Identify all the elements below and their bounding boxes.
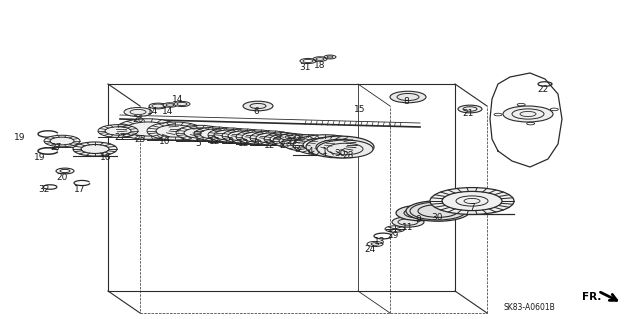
Ellipse shape bbox=[390, 91, 426, 103]
Ellipse shape bbox=[503, 106, 553, 122]
Text: 19: 19 bbox=[14, 132, 26, 142]
Text: 28: 28 bbox=[342, 152, 354, 160]
Text: 19: 19 bbox=[35, 152, 45, 161]
Ellipse shape bbox=[264, 133, 304, 145]
Ellipse shape bbox=[44, 135, 80, 147]
Text: 8: 8 bbox=[403, 98, 409, 107]
Ellipse shape bbox=[282, 135, 334, 151]
Text: 3: 3 bbox=[294, 145, 300, 153]
Ellipse shape bbox=[228, 131, 260, 141]
Text: 16: 16 bbox=[100, 152, 112, 161]
Text: 30: 30 bbox=[431, 212, 443, 221]
Ellipse shape bbox=[200, 129, 232, 139]
Ellipse shape bbox=[392, 217, 424, 227]
Ellipse shape bbox=[98, 125, 138, 137]
Text: 18: 18 bbox=[314, 61, 326, 70]
Ellipse shape bbox=[256, 133, 288, 143]
Text: 31: 31 bbox=[300, 63, 311, 71]
Text: FR.: FR. bbox=[582, 292, 602, 302]
Ellipse shape bbox=[73, 142, 117, 156]
Text: 23: 23 bbox=[286, 137, 298, 146]
Text: 12: 12 bbox=[209, 137, 221, 145]
Text: 20: 20 bbox=[56, 173, 68, 182]
Text: 12: 12 bbox=[238, 138, 250, 147]
Text: 7: 7 bbox=[469, 203, 475, 211]
Text: 27: 27 bbox=[115, 132, 125, 142]
Ellipse shape bbox=[243, 101, 273, 111]
Ellipse shape bbox=[50, 137, 74, 145]
Text: 25: 25 bbox=[134, 135, 146, 144]
Text: 5: 5 bbox=[227, 137, 233, 146]
Ellipse shape bbox=[280, 134, 300, 140]
Text: 13: 13 bbox=[374, 236, 386, 246]
Ellipse shape bbox=[156, 125, 194, 137]
Text: 27: 27 bbox=[51, 143, 61, 152]
Text: 14: 14 bbox=[163, 107, 173, 115]
Text: 24: 24 bbox=[364, 244, 376, 254]
Ellipse shape bbox=[214, 130, 246, 140]
Text: 15: 15 bbox=[355, 105, 365, 114]
Text: 14: 14 bbox=[172, 94, 184, 103]
Text: 21: 21 bbox=[462, 109, 474, 118]
Ellipse shape bbox=[250, 131, 294, 145]
Ellipse shape bbox=[396, 205, 444, 221]
Ellipse shape bbox=[184, 128, 216, 138]
Ellipse shape bbox=[306, 136, 374, 158]
Text: 5: 5 bbox=[195, 139, 201, 149]
Text: 5: 5 bbox=[253, 139, 259, 149]
Ellipse shape bbox=[105, 127, 131, 135]
Ellipse shape bbox=[126, 122, 170, 136]
Text: 30: 30 bbox=[334, 150, 346, 159]
Text: 4: 4 bbox=[307, 146, 313, 155]
Ellipse shape bbox=[236, 130, 280, 144]
Text: 11: 11 bbox=[403, 222, 413, 232]
Text: 1: 1 bbox=[322, 146, 328, 155]
Ellipse shape bbox=[273, 134, 317, 148]
Text: 17: 17 bbox=[74, 184, 86, 194]
Ellipse shape bbox=[222, 129, 266, 143]
Text: 10: 10 bbox=[159, 137, 171, 145]
Ellipse shape bbox=[81, 145, 109, 153]
Ellipse shape bbox=[176, 125, 224, 141]
Ellipse shape bbox=[430, 188, 514, 214]
Text: 22: 22 bbox=[538, 85, 548, 93]
Text: 9: 9 bbox=[415, 214, 421, 224]
Ellipse shape bbox=[194, 127, 238, 141]
Text: 14: 14 bbox=[147, 108, 159, 116]
Text: 2: 2 bbox=[279, 140, 285, 150]
Ellipse shape bbox=[147, 122, 203, 140]
Ellipse shape bbox=[242, 132, 274, 142]
Ellipse shape bbox=[208, 128, 252, 142]
Ellipse shape bbox=[174, 101, 190, 107]
Ellipse shape bbox=[458, 105, 482, 113]
Ellipse shape bbox=[303, 138, 347, 152]
Text: 26: 26 bbox=[132, 115, 144, 123]
Text: 6: 6 bbox=[253, 108, 259, 116]
Ellipse shape bbox=[317, 140, 373, 158]
Ellipse shape bbox=[149, 103, 167, 109]
Text: 32: 32 bbox=[38, 184, 50, 194]
Text: 29: 29 bbox=[387, 231, 399, 240]
Ellipse shape bbox=[124, 108, 152, 116]
Ellipse shape bbox=[406, 201, 470, 221]
Ellipse shape bbox=[270, 135, 298, 144]
Text: SK83-A0601B: SK83-A0601B bbox=[503, 303, 555, 312]
Ellipse shape bbox=[442, 191, 502, 211]
Ellipse shape bbox=[163, 103, 177, 107]
Text: 12: 12 bbox=[264, 140, 276, 150]
Ellipse shape bbox=[116, 119, 180, 139]
Ellipse shape bbox=[293, 135, 357, 155]
